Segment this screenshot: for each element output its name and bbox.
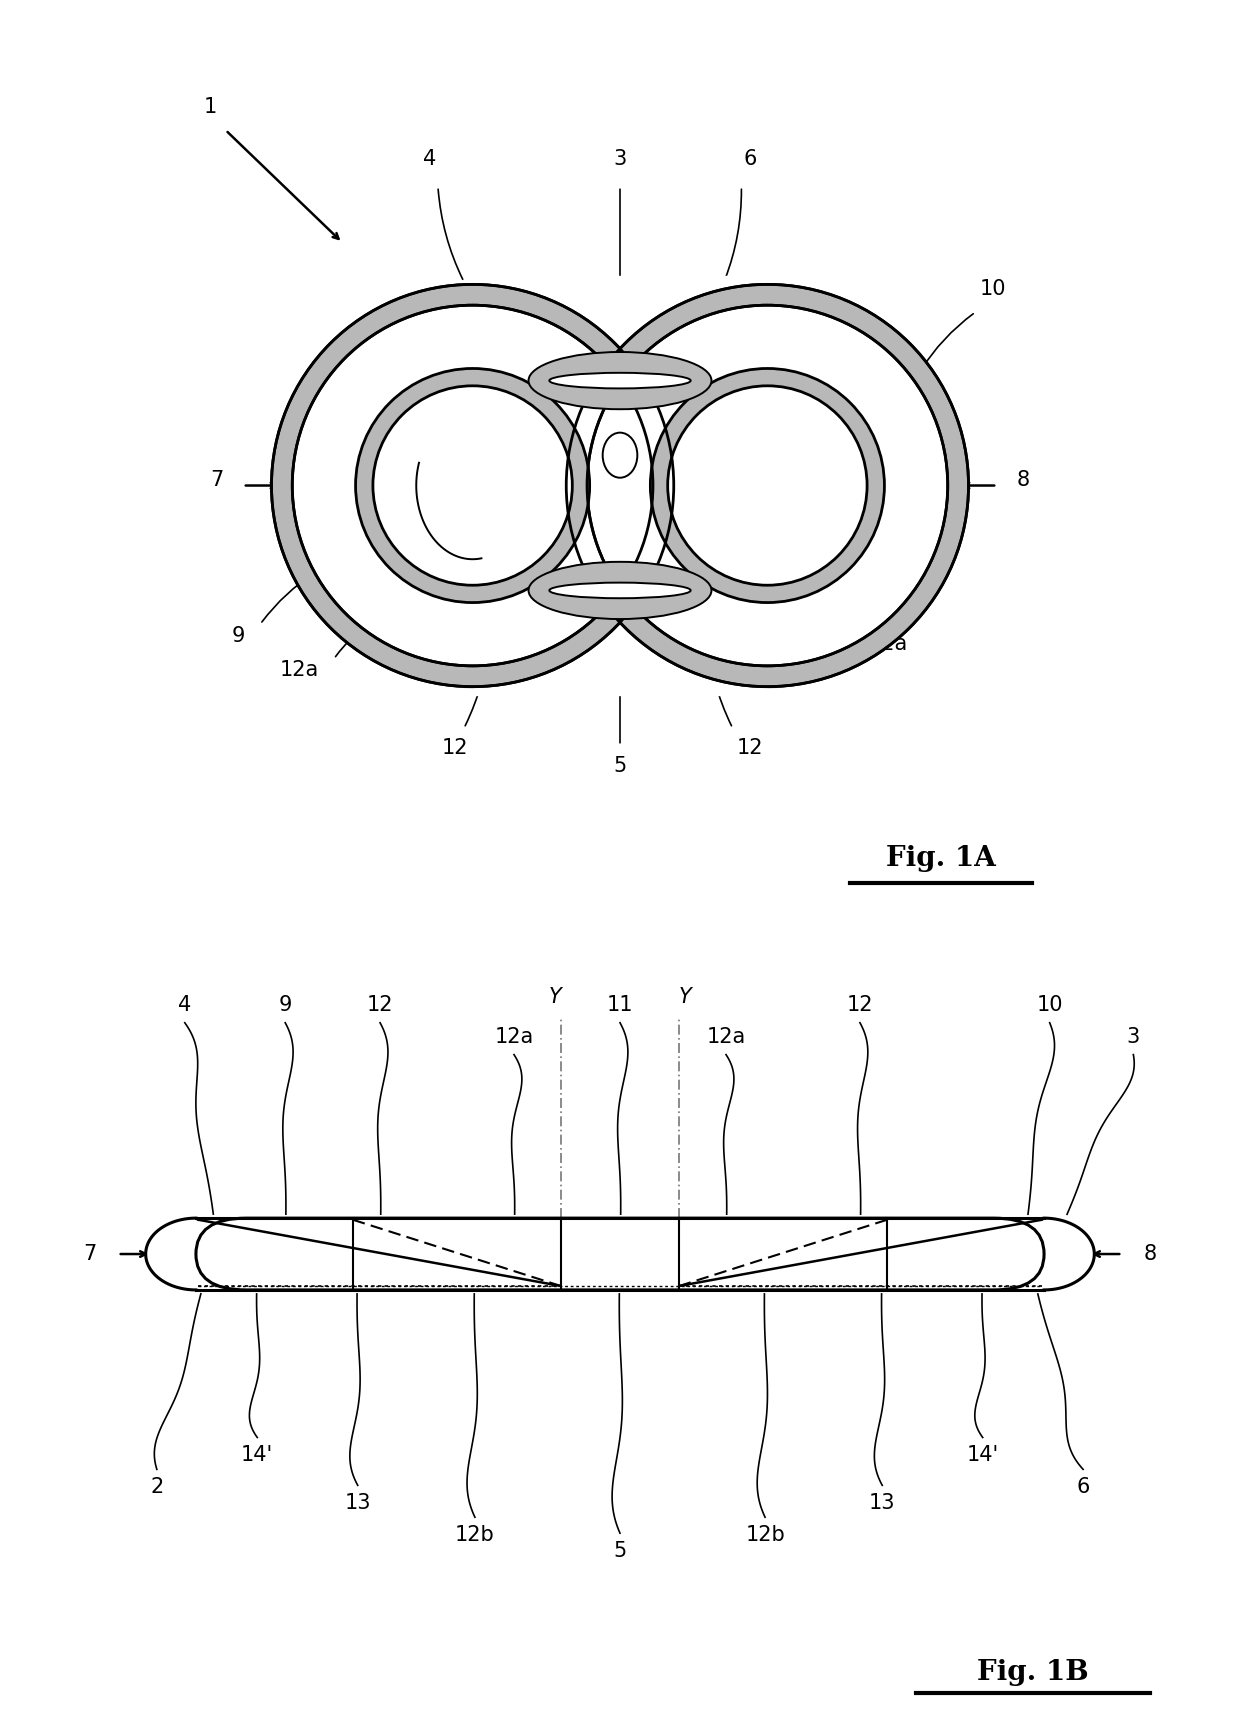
Ellipse shape xyxy=(549,583,691,598)
Ellipse shape xyxy=(272,284,673,687)
Text: 10: 10 xyxy=(1037,995,1063,1014)
Text: 8: 8 xyxy=(1143,1243,1157,1264)
Text: 12a: 12a xyxy=(495,1027,533,1047)
Text: 6: 6 xyxy=(1076,1477,1090,1498)
Ellipse shape xyxy=(293,305,653,666)
Ellipse shape xyxy=(587,305,947,666)
Text: 11: 11 xyxy=(650,513,677,532)
Ellipse shape xyxy=(567,284,968,687)
FancyBboxPatch shape xyxy=(196,1217,1044,1290)
Text: 12b: 12b xyxy=(455,1526,495,1545)
Text: Fig. 1B: Fig. 1B xyxy=(977,1659,1089,1685)
Text: 8: 8 xyxy=(1017,470,1029,489)
Ellipse shape xyxy=(373,387,573,584)
Text: 4: 4 xyxy=(423,149,436,168)
Ellipse shape xyxy=(603,432,637,477)
Text: Y: Y xyxy=(678,987,692,1007)
Text: 12: 12 xyxy=(847,995,873,1014)
Text: 13: 13 xyxy=(345,1493,371,1514)
Text: 5: 5 xyxy=(614,1542,626,1561)
Text: 7: 7 xyxy=(211,470,223,489)
Text: Fig. 1A: Fig. 1A xyxy=(885,844,996,872)
Ellipse shape xyxy=(272,284,673,687)
Text: 14': 14' xyxy=(966,1446,999,1465)
Text: 12: 12 xyxy=(441,739,469,758)
Text: Y: Y xyxy=(548,987,562,1007)
Text: 10: 10 xyxy=(980,279,1006,298)
Ellipse shape xyxy=(567,284,968,687)
Text: 2: 2 xyxy=(150,1477,164,1498)
Text: 7: 7 xyxy=(83,1243,97,1264)
Text: 12a: 12a xyxy=(869,635,909,654)
Ellipse shape xyxy=(528,562,712,619)
Text: 12b: 12b xyxy=(745,1526,785,1545)
Ellipse shape xyxy=(528,352,712,409)
Text: 1: 1 xyxy=(203,97,217,116)
Text: 3: 3 xyxy=(614,149,626,168)
Ellipse shape xyxy=(587,305,947,666)
Text: 12a: 12a xyxy=(279,661,319,680)
Text: 6: 6 xyxy=(743,149,756,168)
Polygon shape xyxy=(464,284,776,687)
Ellipse shape xyxy=(549,373,691,388)
Text: 11: 11 xyxy=(606,995,634,1014)
Text: 13: 13 xyxy=(869,1493,895,1514)
Ellipse shape xyxy=(650,368,884,603)
Text: 12: 12 xyxy=(367,995,393,1014)
Ellipse shape xyxy=(293,305,653,666)
Text: 9: 9 xyxy=(232,626,246,645)
Text: 3: 3 xyxy=(1127,1027,1140,1047)
Polygon shape xyxy=(472,276,768,695)
Ellipse shape xyxy=(667,387,867,584)
Text: 12a: 12a xyxy=(707,1027,745,1047)
Text: 9: 9 xyxy=(279,995,291,1014)
Text: 4: 4 xyxy=(179,995,191,1014)
Ellipse shape xyxy=(356,368,590,603)
Text: 5: 5 xyxy=(614,756,626,775)
Text: 14': 14' xyxy=(241,1446,274,1465)
Text: 12: 12 xyxy=(737,739,764,758)
